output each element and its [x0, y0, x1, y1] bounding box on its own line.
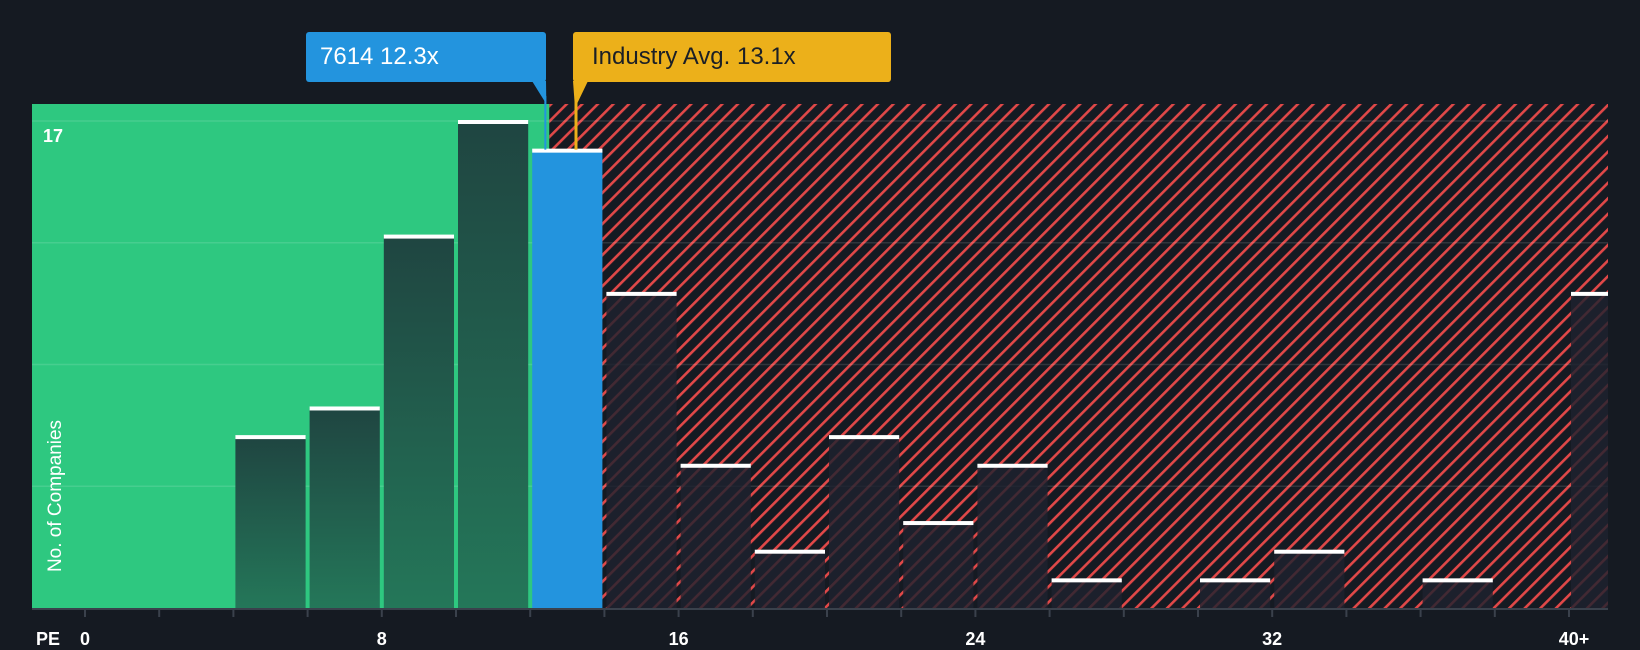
bar-cap — [829, 435, 900, 440]
x-tick-label: 16 — [668, 629, 689, 649]
bar-cap — [606, 291, 677, 296]
bar-cap — [754, 549, 825, 554]
bar-20-22 — [829, 436, 900, 608]
industry-callout-pointer — [573, 81, 588, 108]
bar-10-12 — [458, 121, 529, 608]
x-tick-label: 0 — [79, 629, 91, 649]
bar-32-34 — [1274, 550, 1345, 608]
bar-40+ — [1571, 292, 1608, 608]
bar-cap — [458, 120, 529, 124]
bar-cap — [532, 148, 603, 153]
bar-36-38 — [1422, 579, 1493, 608]
bar-cap — [1200, 578, 1271, 583]
bar-18-20 — [754, 550, 825, 608]
bar-30-32 — [1200, 579, 1271, 608]
x-tick-label: 40+ — [1558, 629, 1590, 649]
y-axis-title: No. of Companies — [45, 419, 66, 573]
x-axis — [32, 608, 1608, 617]
bar-14-16 — [606, 292, 677, 608]
bar-26-28 — [1051, 579, 1122, 608]
bar-16-18 — [680, 464, 751, 608]
x-tick-label: 24 — [965, 629, 986, 649]
bar-cap — [1051, 578, 1122, 583]
y-max-label: 17 — [43, 126, 64, 146]
bar-cap — [235, 435, 306, 440]
bar-12-14 — [532, 149, 603, 608]
bar-cap — [977, 463, 1048, 468]
bar-6-8 — [309, 407, 380, 608]
bar-24-26 — [977, 464, 1048, 608]
bar-22-24 — [903, 522, 974, 608]
bar-cap — [309, 406, 380, 411]
bar-8-10 — [383, 235, 454, 608]
histogram-bars — [235, 120, 1608, 608]
company-pe-label: 7614 12.3x — [320, 43, 439, 70]
x-tick-label: 32 — [1262, 629, 1283, 649]
bar-cap — [1274, 549, 1345, 554]
bar-cap — [903, 521, 974, 526]
bar-cap — [383, 234, 454, 239]
industry-avg-callout: Industry Avg. 13.1x — [573, 32, 891, 82]
x-tick-label: 8 — [376, 629, 387, 649]
industry-avg-label: Industry Avg. 13.1x — [592, 43, 796, 70]
company-pe-callout: 7614 12.3x — [306, 32, 546, 82]
bar-4-6 — [235, 436, 306, 608]
bar-cap — [1571, 291, 1608, 296]
x-axis-prefix: PE — [36, 629, 61, 649]
company-callout-pointer — [532, 81, 547, 104]
value-markers — [532, 81, 588, 150]
bar-cap — [1422, 578, 1493, 583]
bar-cap — [680, 463, 751, 468]
